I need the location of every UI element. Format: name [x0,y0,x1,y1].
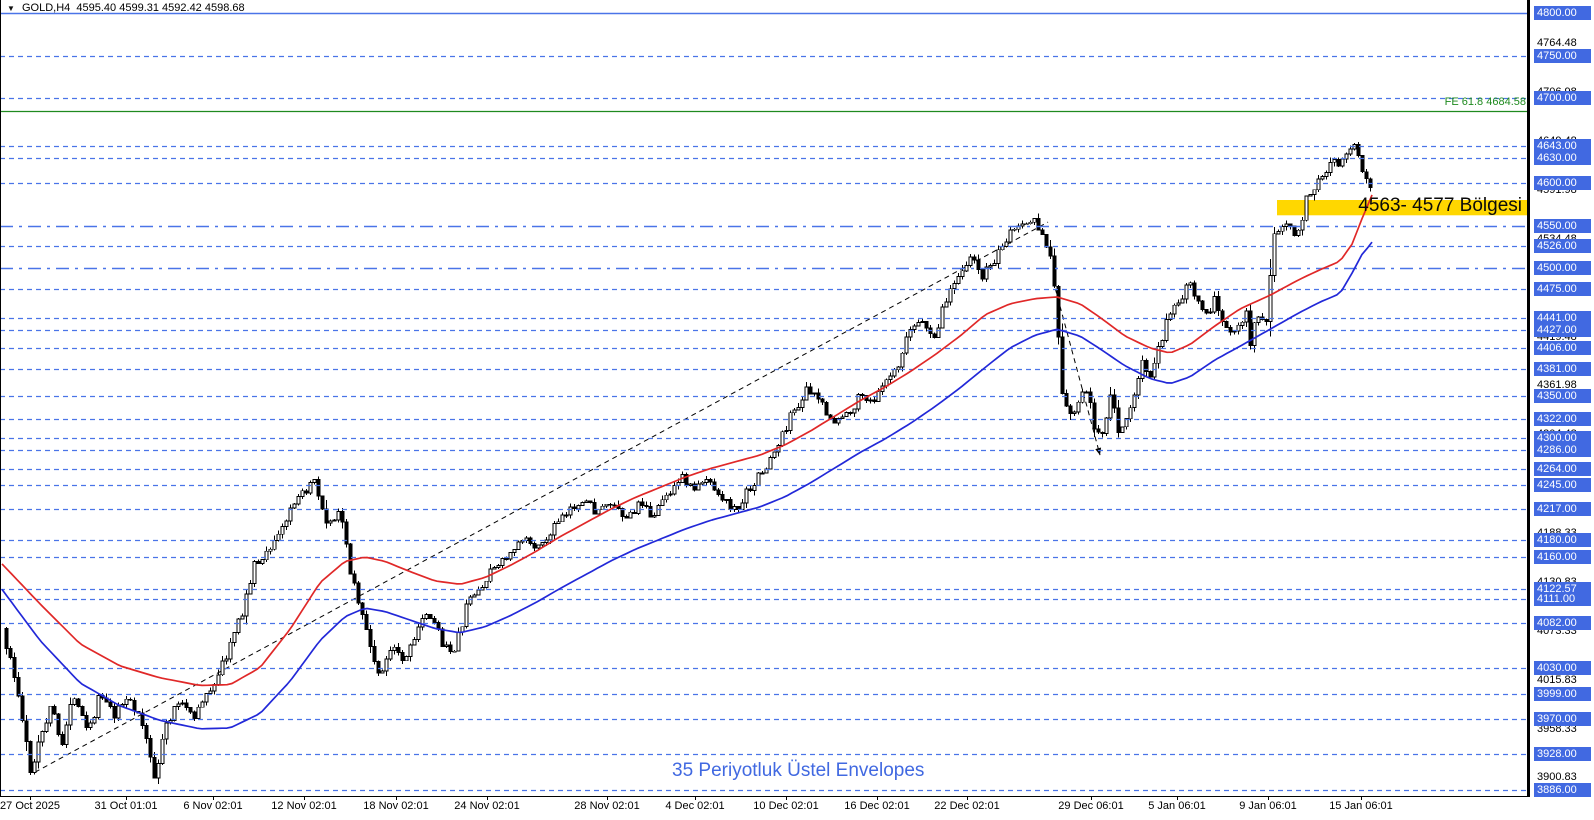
down-candle-bodies [4,143,1373,779]
candles-series [4,141,1373,784]
time-axis-label: 18 Nov 02:01 [363,800,429,812]
price-axis-label-level: 4030.00 [1534,661,1591,675]
symbol-dropdown-icon[interactable]: ▼ [7,4,15,13]
price-axis-label-level: 4082.00 [1534,616,1591,630]
time-axis-label: 12 Nov 02:01 [271,800,337,812]
trendline [34,221,1049,773]
price-axis-label-level: 4700.00 [1534,91,1591,105]
price-axis-label-level: 4550.00 [1534,219,1591,233]
price-axis-label-indicator: 4764.48 [1537,37,1577,49]
price-axis-label-level: 4264.00 [1534,462,1591,476]
zone-band [1277,200,1527,216]
level-lines [0,12,1527,792]
price-axis-label-level: 3928.00 [1534,747,1591,761]
trendlines [34,221,1102,773]
price-axis-label-level: 3886.00 [1534,783,1591,797]
envelope-lower-line [1,241,1373,730]
price-axis-label-level: 4750.00 [1534,49,1591,63]
price-axis-label-level: 4441.00 [1534,311,1591,325]
time-axis-label: 16 Dec 02:01 [844,800,910,812]
trendline-arrowhead [1095,447,1102,456]
price-axis-label-indicator: 3900.83 [1537,771,1577,783]
price-axis-label-level: 4286.00 [1534,443,1591,457]
zone-label: 4563- 4577 Bölgesi [1358,195,1522,216]
price-axis-label-indicator: 3958.33 [1537,723,1577,735]
time-axis-label: 29 Dec 06:01 [1058,800,1124,812]
price-axis-label-level: 4350.00 [1534,389,1591,403]
candle-wicks [6,141,1371,784]
up-candle-bodies [32,143,1357,779]
time-axis-label: 4 Dec 02:01 [665,800,725,812]
time-axis-label: 10 Dec 02:01 [753,800,819,812]
symbol-ohlc-header: GOLD,H4 4595.40 4599.31 4592.42 4598.68 [22,2,245,14]
price-axis-label-level: 4475.00 [1534,282,1591,296]
price-axis-label-level: 4500.00 [1534,261,1591,275]
price-axis-label-level: 4526.00 [1534,239,1591,253]
time-axis-label: 5 Jan 06:01 [1148,800,1206,812]
price-axis-label-level: 4643.00 [1534,139,1591,153]
time-axis-label: 9 Jan 06:01 [1239,800,1297,812]
price-axis-label-level: 3999.00 [1534,687,1591,701]
price-axis-label-level: 4800.00 [1534,6,1591,20]
price-axis-label-level: 4630.00 [1534,151,1591,165]
chart-frame [0,0,1530,800]
price-axis-label-level: 3970.00 [1534,712,1591,726]
envelope-upper-line [1,194,1373,687]
price-axis-label-indicator: 4361.98 [1537,379,1577,391]
price-axis-label-level: 4427.00 [1534,323,1591,337]
time-axis-label: 28 Nov 02:01 [574,800,640,812]
price-axis-label-level: 4217.00 [1534,502,1591,516]
trendline [1052,279,1101,456]
time-axis-label: 31 Oct 01:01 [94,800,158,812]
price-axis-label-level: 4381.00 [1534,362,1591,376]
price-axis-label-level: 4111.00 [1534,592,1591,606]
fib-expansion-label: FE 61.8 4684.58 [1444,96,1526,108]
time-axis-label: 24 Nov 02:01 [454,800,520,812]
price-axis-label-level: 4322.00 [1534,412,1591,426]
price-axis-label-level: 4160.00 [1534,550,1591,564]
price-axis-label-level: 4300.00 [1534,431,1591,445]
price-axis-label-level: 4245.00 [1534,478,1591,492]
time-axis-label: 6 Nov 02:01 [183,800,243,812]
price-axis-label-indicator: 4015.83 [1537,674,1577,686]
envelopes-caption: 35 Periyotluk Üstel Envelopes [672,760,925,781]
price-axis-border [1527,0,1530,796]
price-axis-label-level: 4406.00 [1534,341,1591,355]
price-axis-label-level: 4180.00 [1534,533,1591,547]
price-axis-label-level: 4600.00 [1534,176,1591,190]
time-axis-label: 22 Dec 02:01 [934,800,1000,812]
time-axis-label: 27 Oct 2025 [0,800,60,812]
time-axis-label: 15 Jan 06:01 [1329,800,1393,812]
